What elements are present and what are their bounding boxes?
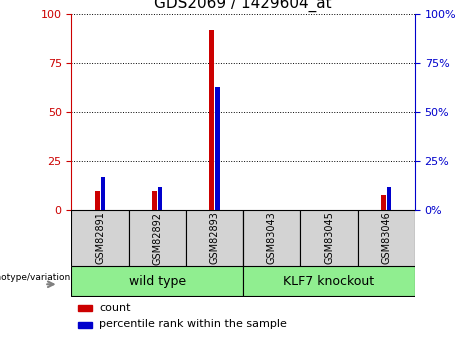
Bar (301, 210, 358, 266)
Bar (381, 195, 386, 210)
Bar (78, 305, 92, 311)
Text: GSM83043: GSM83043 (267, 212, 277, 264)
Bar (387, 187, 391, 210)
Bar (243, 266, 415, 296)
Text: wild type: wild type (129, 275, 186, 288)
Text: GSM82893: GSM82893 (210, 211, 219, 265)
Text: KLF7 knockout: KLF7 knockout (284, 275, 375, 288)
Text: GSM82891: GSM82891 (95, 211, 105, 265)
Text: GSM83046: GSM83046 (381, 212, 391, 264)
Bar (358, 210, 415, 266)
Bar (78, 322, 92, 328)
Text: GSM83045: GSM83045 (324, 211, 334, 265)
Text: count: count (99, 303, 130, 313)
Bar (100, 177, 105, 210)
Bar (129, 210, 186, 266)
Bar (158, 187, 162, 210)
Bar (71, 210, 129, 266)
Text: genotype/variation: genotype/variation (0, 273, 70, 282)
Title: GDS2069 / 1429604_at: GDS2069 / 1429604_at (154, 0, 332, 12)
Bar (71, 266, 243, 296)
Bar (95, 191, 100, 210)
Bar (209, 30, 214, 210)
Bar (186, 210, 243, 266)
Text: GSM82892: GSM82892 (152, 211, 162, 265)
Bar (152, 191, 157, 210)
Bar (215, 87, 220, 210)
Text: percentile rank within the sample: percentile rank within the sample (99, 319, 287, 329)
Bar (243, 210, 301, 266)
